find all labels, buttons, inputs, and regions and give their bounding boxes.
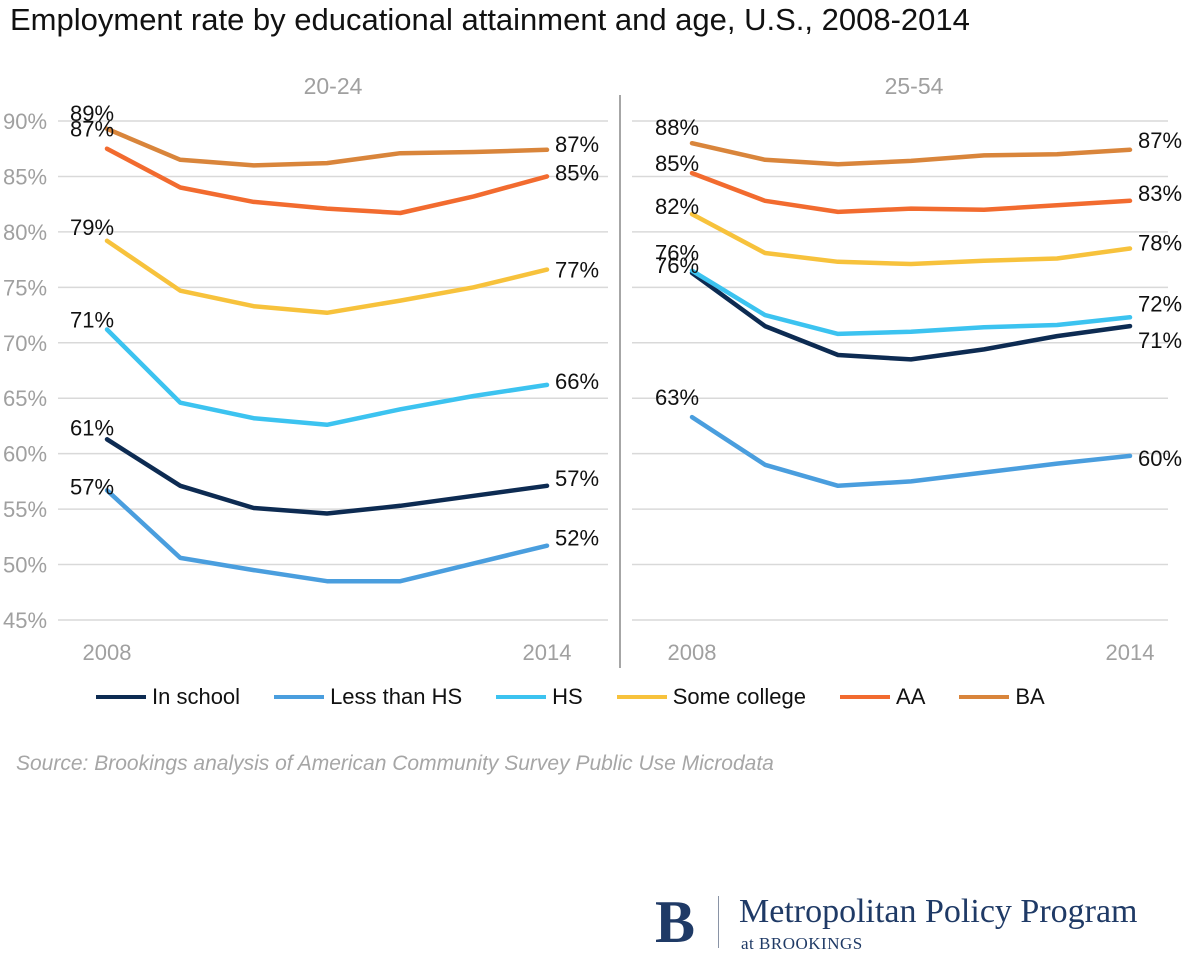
legend-item-ba: BA	[959, 684, 1045, 710]
end-label-p1-hs: 66%	[555, 369, 599, 394]
legend-label-hs: HS	[552, 684, 583, 709]
start-label-p2-in-school: 76%	[655, 253, 699, 278]
x-tick-label-p1-end: 2014	[523, 640, 572, 665]
series-line-p1-aa	[104, 146, 550, 216]
line-chart: 90% 85% 80% 75% 70% 65% 60% 55% 50% 45% 20-24 2008 2…	[3, 73, 1182, 668]
end-label-p1-less-than-hs: 52%	[555, 526, 599, 551]
x-tick-label-p2-start: 2008	[668, 640, 717, 665]
program-subtitle: at BROOKINGS	[741, 934, 863, 953]
y-tick-label-60: 60%	[3, 442, 47, 467]
y-tick-label-65: 65%	[3, 386, 47, 411]
legend-swatch-hs	[496, 695, 547, 699]
chart-legend: In school Less than HS HS Some college A…	[96, 684, 1079, 710]
end-label-p2-hs: 72%	[1138, 291, 1182, 316]
legend-label-in-school: In school	[152, 684, 241, 709]
y-tick-label-50: 50%	[3, 553, 47, 578]
series-line-p2-aa	[689, 170, 1133, 215]
panel-title-25-54: 25-54	[885, 73, 944, 99]
start-label-p1-some-college: 79%	[70, 215, 114, 240]
start-label-p2-less-than-hs: 63%	[655, 385, 699, 410]
end-label-p2-ba: 87%	[1138, 128, 1182, 153]
y-tick-label-85: 85%	[3, 164, 47, 189]
y-tick-label-45: 45%	[3, 608, 47, 633]
legend-swatch-some-college	[616, 695, 667, 699]
legend-swatch-in-school	[96, 695, 146, 699]
legend-swatch-aa	[840, 695, 891, 699]
series-line-p1-in-school	[104, 437, 550, 516]
end-label-p2-some-college: 78%	[1138, 231, 1182, 256]
end-label-p2-less-than-hs: 60%	[1138, 446, 1182, 471]
x-tick-label-p1-start: 2008	[83, 640, 132, 665]
series-line-p2-in-school	[689, 270, 1133, 362]
end-label-p1-some-college: 77%	[555, 258, 599, 283]
brookings-b-mark: B	[655, 889, 696, 955]
series-line-p2-some-college	[689, 211, 1133, 267]
end-label-p1-aa: 85%	[555, 160, 599, 185]
series-line-p2-ba	[689, 140, 1133, 167]
start-label-p1-less-than-hs: 57%	[70, 474, 114, 499]
legend-label-aa: AA	[896, 684, 926, 709]
legend-item-aa: AA	[840, 684, 925, 710]
start-label-p1-ba: 89%	[70, 101, 114, 126]
y-tick-label-55: 55%	[3, 497, 47, 522]
y-tick-label-80: 80%	[3, 220, 47, 245]
series-line-p1-some-college	[104, 238, 550, 316]
logo-divider	[718, 896, 719, 948]
legend-swatch-less-than-hs	[274, 695, 325, 699]
start-label-p1-aa: 87%	[70, 117, 114, 142]
start-label-p1-in-school: 61%	[70, 415, 114, 440]
legend-label-some-college: Some college	[672, 684, 807, 709]
end-label-p1-ba: 87%	[555, 132, 599, 157]
series-line-p2-hs	[689, 268, 1133, 337]
series-line-p1-ba	[104, 126, 550, 168]
y-tick-label-90: 90%	[3, 109, 47, 134]
start-label-p2-ba: 88%	[655, 115, 699, 140]
end-label-p1-in-school: 57%	[555, 466, 599, 491]
legend-item-hs: HS	[496, 684, 583, 710]
series-line-p1-hs	[104, 327, 550, 428]
series-line-p1-less-than-hs	[104, 488, 550, 584]
start-label-p1-hs: 71%	[70, 307, 114, 332]
chart-title: Employment rate by educational attainmen…	[10, 2, 970, 37]
start-label-p2-some-college: 82%	[655, 194, 699, 219]
legend-item-less-than-hs: Less than HS	[274, 684, 462, 710]
legend-item-in-school: In school	[96, 684, 240, 710]
start-label-p2-hs: 76%	[655, 241, 699, 266]
series-line-p2-less-than-hs	[689, 414, 1133, 489]
end-label-p2-in-school: 71%	[1138, 328, 1182, 353]
legend-label-less-than-hs: Less than HS	[330, 684, 463, 709]
start-label-p2-aa: 85%	[655, 151, 699, 176]
x-tick-label-p2-end: 2014	[1106, 640, 1155, 665]
y-tick-label-75: 75%	[3, 275, 47, 300]
y-tick-label-70: 70%	[3, 331, 47, 356]
panel-title-20-24: 20-24	[304, 73, 363, 99]
source-note: Source: Brookings analysis of American C…	[16, 752, 774, 775]
legend-label-ba: BA	[1015, 684, 1045, 709]
legend-item-some-college: Some college	[616, 684, 807, 710]
end-label-p2-aa: 83%	[1138, 181, 1182, 206]
legend-swatch-ba	[959, 695, 1010, 699]
program-name: Metropolitan Policy Program	[739, 893, 1138, 930]
